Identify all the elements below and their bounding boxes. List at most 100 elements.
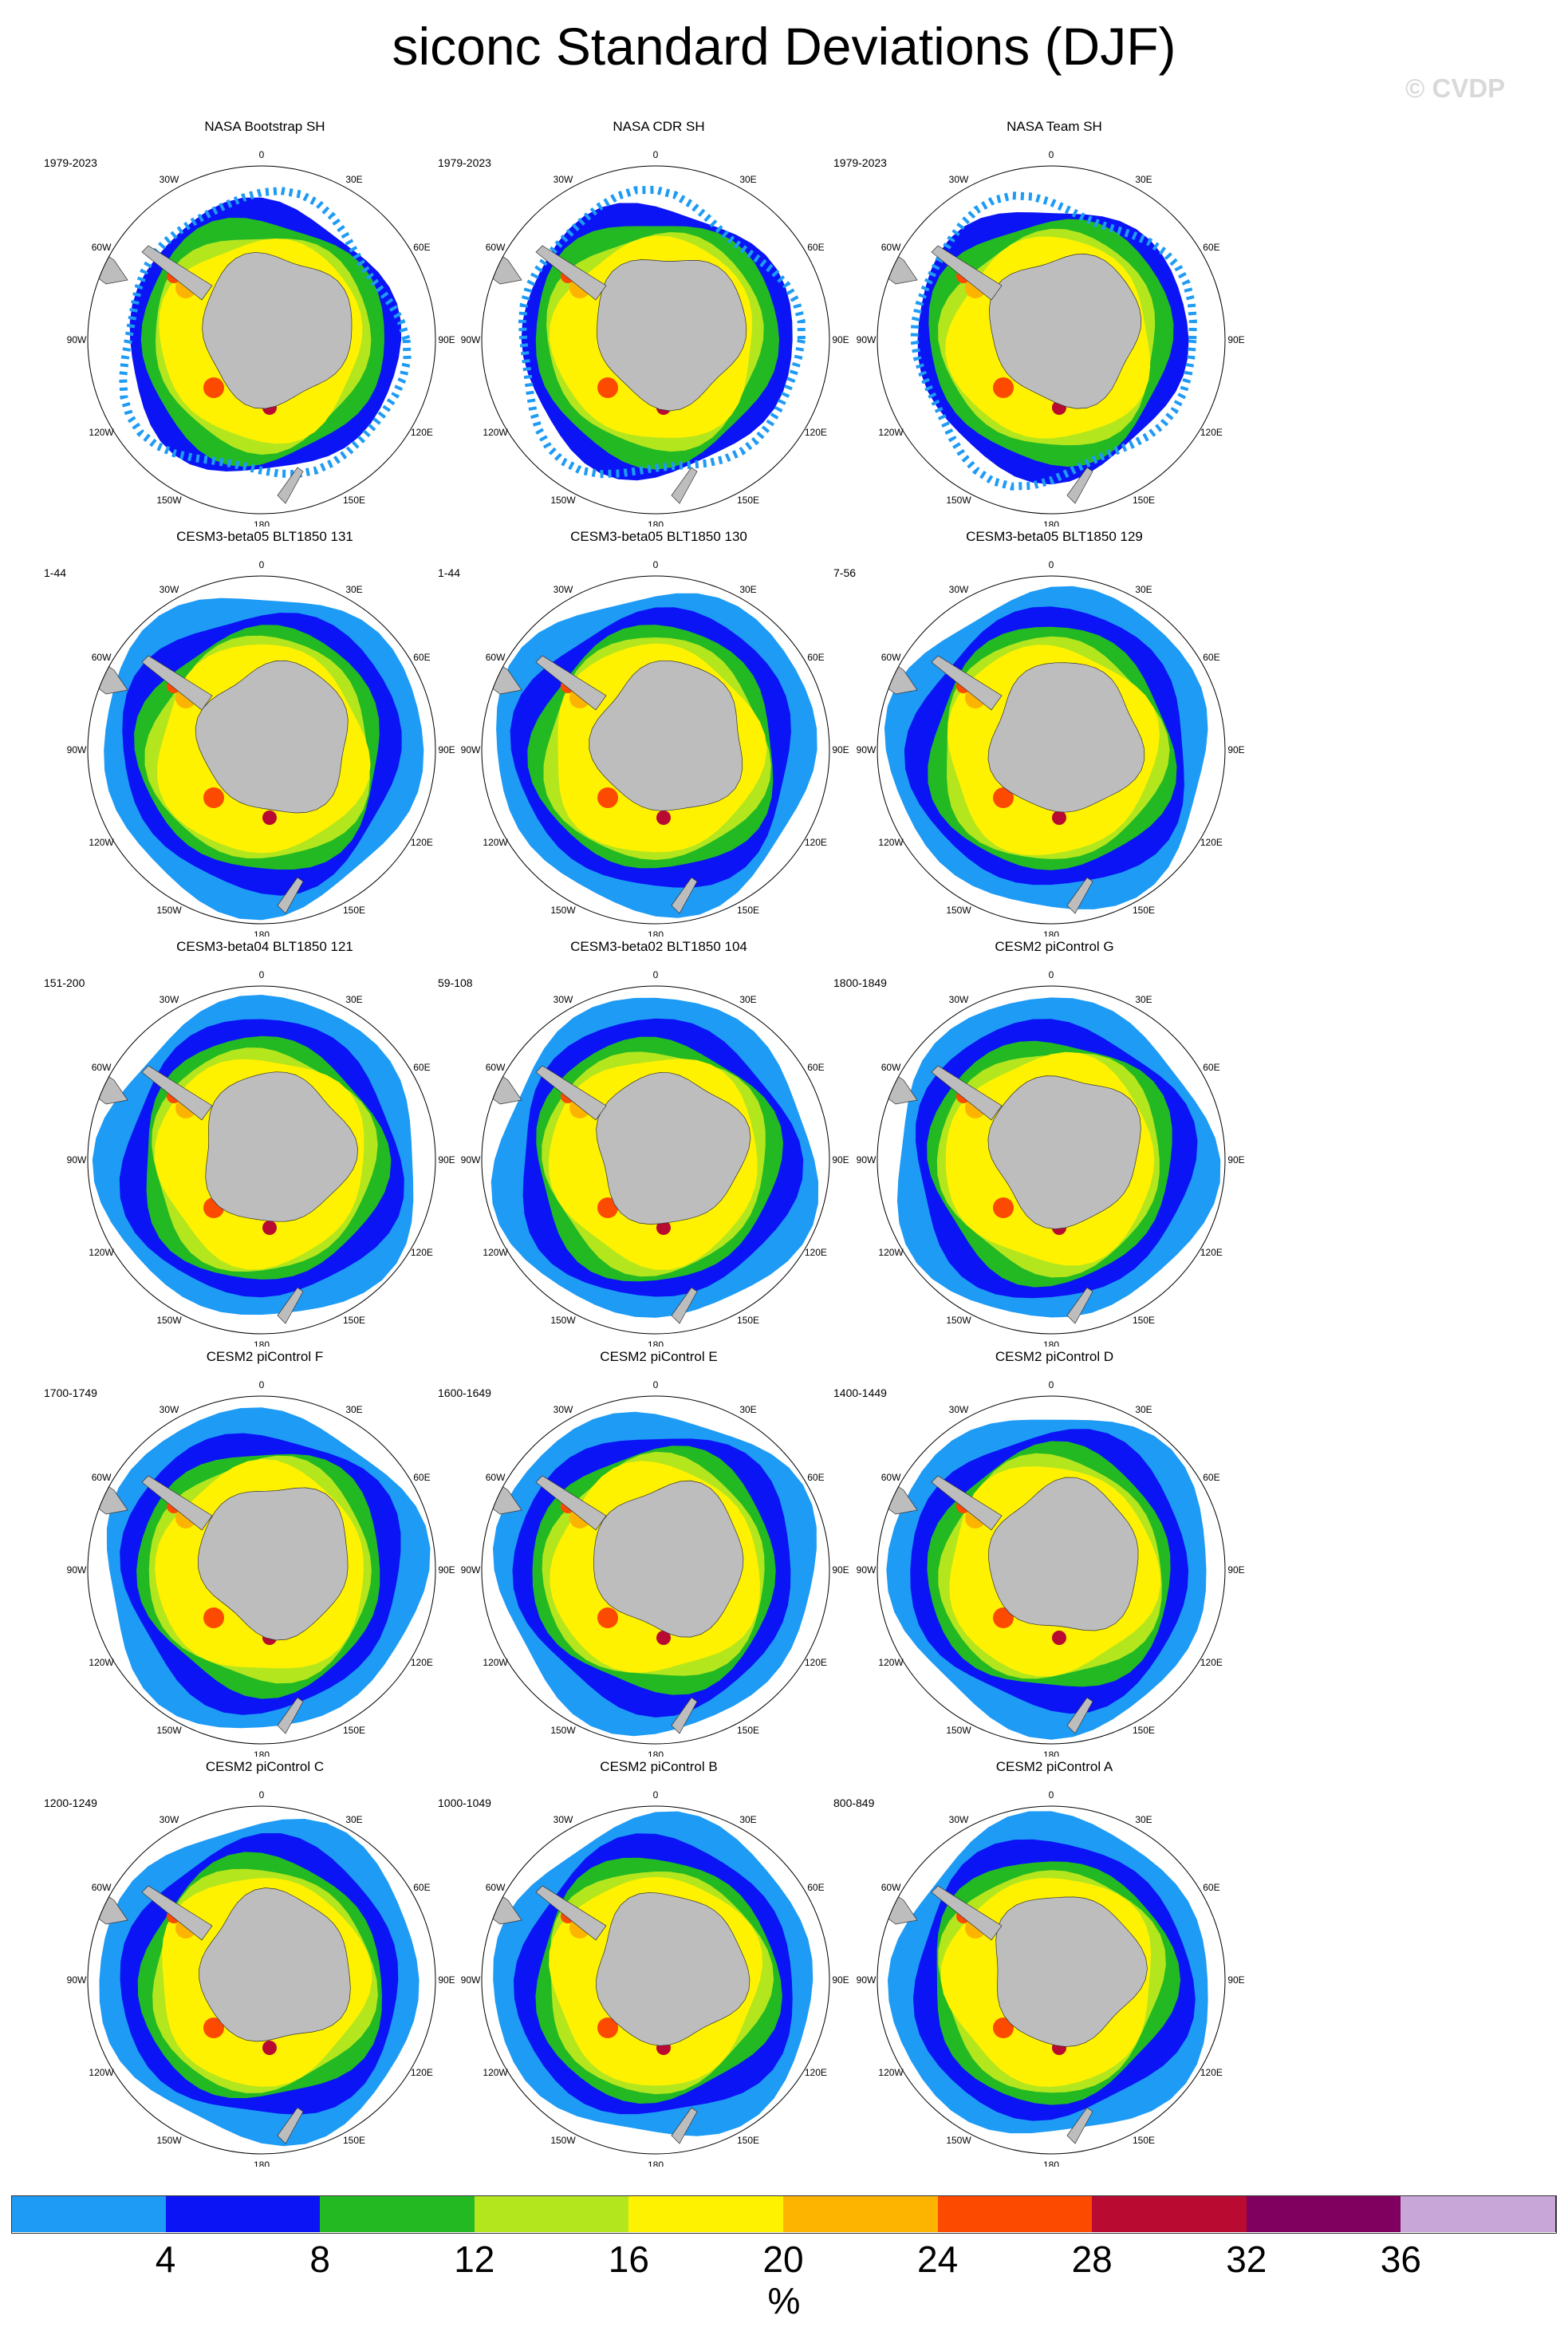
antarctic-peninsula (535, 245, 607, 301)
longitude-label: 180 (1043, 929, 1059, 937)
map-boundary-circle (877, 1805, 1226, 2155)
polar-map: 0 30E 60E 90E 120E 150E 180 150W 120W 90W 60W 30W (67, 149, 455, 527)
longitude-label: 150W (946, 2135, 971, 2146)
longitude-label: 30E (739, 1814, 756, 1825)
antarctica-land (596, 1891, 751, 2046)
colorbar (11, 2195, 1557, 2234)
ice-std-hotspot (262, 2041, 277, 2055)
map-boundary-circle (481, 165, 830, 515)
colorbar-box (783, 2195, 939, 2232)
longitude-label: 90E (438, 1564, 455, 1576)
antarctic-peninsula (931, 245, 1003, 301)
polar-map: 0 30E 60E 90E 120E 150E 180 150W 120W 90W 60W 30W (857, 149, 1245, 527)
map-boundary-circle (87, 1395, 436, 1745)
longitude-label: 120E (1200, 1247, 1223, 1258)
antarctic-peninsula (535, 655, 607, 711)
ice-std-hotspot (597, 1197, 618, 1218)
longitude-label: 60W (92, 1062, 112, 1073)
longitude-label: 120W (89, 837, 114, 848)
longitude-label: 30E (739, 174, 756, 185)
polar-map: 0 30E 60E 90E 120E 150E 180 150W 120W 90W 60W 30W (461, 1379, 849, 1757)
longitude-label: 150W (946, 1725, 971, 1736)
longitude-label: 60W (486, 1062, 506, 1073)
longitude-label: 90E (1227, 744, 1244, 755)
new-zealand-land (671, 467, 698, 504)
new-zealand-land (1066, 1287, 1093, 1324)
antarctic-peninsula (141, 1885, 213, 1941)
colorbar-tick-label: 4 (155, 2238, 176, 2280)
map-panel: CESM3-beta05 BLT1850 129 0 30E 60E 90E 120E 15… (791, 528, 1318, 937)
longitude-label: 30E (345, 584, 362, 595)
longitude-label: 30W (554, 584, 573, 595)
ice-std-hotspot (1052, 811, 1066, 825)
longitude-label: 120E (1200, 427, 1223, 438)
new-zealand-land (1066, 877, 1093, 914)
longitude-label: 150W (550, 2135, 576, 2146)
colorbar-tick-label: 12 (454, 2238, 495, 2280)
panel-period: 1700-1749 (44, 1386, 97, 1399)
longitude-label: 180 (648, 1339, 664, 1347)
ice-std-hotspot (993, 377, 1014, 398)
new-zealand-land (277, 1287, 304, 1324)
longitude-label: 180 (254, 2159, 270, 2167)
map-boundary-circle (481, 575, 830, 925)
longitude-label: 120E (805, 1247, 827, 1258)
longitude-label: 60E (413, 1062, 430, 1073)
antarctic-peninsula (931, 1475, 1003, 1531)
longitude-label: 0 (1049, 969, 1054, 980)
longitude-label: 120E (1200, 837, 1223, 848)
panel-title: CESM2 piControl G (995, 939, 1114, 954)
longitude-label: 90W (67, 1974, 87, 1986)
panel-period: 7-56 (833, 566, 857, 579)
longitude-label: 120W (483, 837, 508, 848)
map-boundary-circle (877, 1395, 1226, 1745)
longitude-label: 90W (857, 1154, 877, 1166)
longitude-label: 60W (881, 1882, 901, 1893)
longitude-label: 180 (648, 929, 664, 937)
longitude-label: 90E (832, 1564, 849, 1576)
longitude-label: 60E (413, 1472, 430, 1483)
longitude-label: 90W (461, 334, 481, 345)
new-zealand-land (671, 1697, 698, 1734)
longitude-label: 90W (461, 744, 481, 755)
longitude-label: 90W (857, 744, 877, 755)
panel-title: CESM2 piControl C (205, 1759, 325, 1774)
antarctica-land (987, 1075, 1141, 1229)
longitude-label: 150E (343, 905, 365, 916)
longitude-label: 90W (461, 1154, 481, 1166)
new-zealand-land (671, 1287, 698, 1324)
longitude-label: 180 (254, 929, 270, 937)
longitude-label: 30W (554, 1404, 573, 1415)
new-zealand-land (671, 2107, 698, 2144)
colorbar-tick-label: 16 (608, 2238, 649, 2280)
antarctica-land (988, 1477, 1139, 1631)
longitude-label: 30W (554, 1814, 573, 1825)
longitude-label: 90E (832, 1974, 849, 1986)
longitude-label: 30W (949, 1814, 969, 1825)
panel-title: CESM2 piControl B (600, 1759, 718, 1774)
antarctic-peninsula (931, 655, 1003, 711)
longitude-label: 0 (259, 969, 265, 980)
longitude-label: 90E (438, 1154, 455, 1166)
ice-std-hotspot (203, 787, 224, 808)
map-panel: CESM2 piControl G 0 30E 60E 90E 120E 150E 180 15… (791, 938, 1318, 1347)
ice-std-hotspot (656, 811, 671, 825)
polar-map: 0 30E 60E 90E 120E 150E 180 150W 120W 90W 60W 30W (857, 969, 1245, 1347)
longitude-label: 150W (946, 905, 971, 916)
map-boundary-circle (877, 575, 1226, 925)
longitude-label: 90W (67, 1154, 87, 1166)
antarctic-peninsula (141, 245, 213, 301)
longitude-label: 60E (807, 652, 824, 663)
polar-map: 0 30E 60E 90E 120E 150E 180 150W 120W 90W 60W 30W (857, 1379, 1245, 1757)
map-panel: NASA CDR SH 0 30E 60E 90E 120E 150E 180 150W 120W… (396, 118, 922, 527)
new-zealand-land (1066, 467, 1093, 504)
colorbar-frame (11, 2195, 1557, 2234)
longitude-label: 90E (832, 744, 849, 755)
polar-map: 0 30E 60E 90E 120E 150E 180 150W 120W 90W 60W 30W (461, 149, 849, 527)
map-panel: CESM3-beta05 BLT1850 130 0 30E 60E 90E 120E 15… (396, 528, 922, 937)
antarctic-peninsula (535, 1475, 607, 1531)
colorbar-box (1246, 2195, 1402, 2232)
antarctica-land (205, 1071, 359, 1222)
longitude-label: 150W (550, 495, 576, 506)
longitude-label: 150W (156, 905, 182, 916)
